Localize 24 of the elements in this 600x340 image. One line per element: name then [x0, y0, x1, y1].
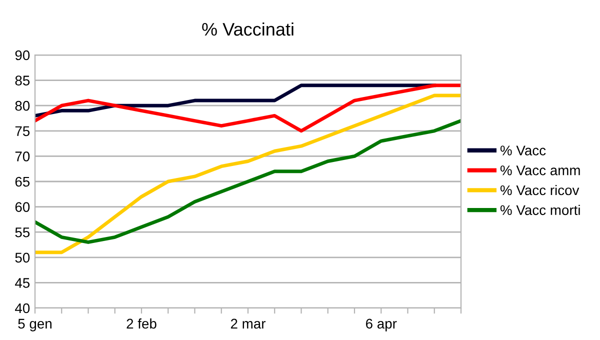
legend-label: % Vacc morti: [500, 204, 580, 216]
y-tick-label: 60: [15, 202, 30, 212]
y-tick-label: 85: [15, 76, 30, 86]
legend-label: % Vacc: [500, 146, 546, 156]
x-tick-label: 2 mar: [230, 318, 266, 329]
line-series: [35, 94, 461, 254]
x-tick-label: 6 apr: [366, 318, 397, 332]
y-tick-label: 75: [15, 126, 30, 136]
y-tick-label: 70: [15, 152, 30, 162]
x-tick-label: 5 gen: [18, 318, 52, 332]
line-series: [35, 84, 461, 133]
x-tick-label: 2 feb: [126, 318, 156, 329]
y-tick-label: 65: [15, 176, 30, 187]
line-series: [35, 84, 436, 118]
y-tick-label: 80: [15, 100, 30, 111]
legend-label: % Vacc amm: [500, 166, 580, 176]
line-series: [35, 119, 461, 244]
legend-label: % Vacc ricov: [500, 184, 580, 196]
chart-title: % Vaccinati: [202, 22, 294, 36]
y-tick-label: 50: [15, 252, 30, 263]
y-tick-label: 55: [15, 228, 30, 238]
y-tick-label: 90: [15, 50, 30, 60]
y-tick-label: 40: [15, 303, 30, 314]
y-tick-label: 45: [15, 278, 30, 288]
